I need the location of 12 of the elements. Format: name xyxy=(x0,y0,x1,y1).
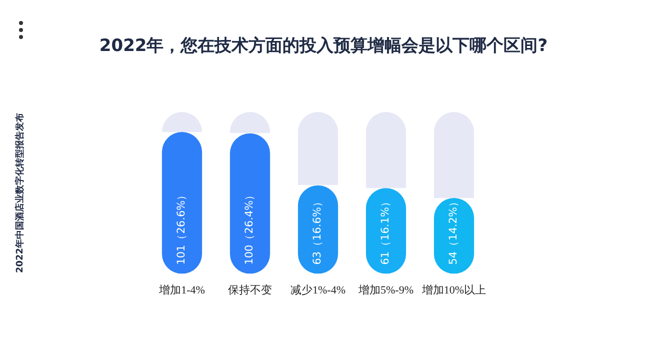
data-label: 101（26.6%） xyxy=(176,189,188,265)
chart-title: 2022年，您在技术方面的投入预算增幅会是以下哪个区间? xyxy=(98,35,549,57)
data-label: 63（16.6%） xyxy=(312,196,324,265)
x-tick-label: 保持不变 xyxy=(228,283,272,296)
x-tick-label: 减少1%-4% xyxy=(290,283,346,296)
text: 2022年中国酒店业数字化转型报告发布 xyxy=(14,112,26,274)
data-label: 61（16.1%） xyxy=(380,196,392,265)
x-tick-label: 增加5%-9% xyxy=(358,283,414,296)
x-tick-label: 增加1-4% xyxy=(158,283,205,296)
data-label: 54（14.2%） xyxy=(448,196,460,265)
x-tick-label: 增加10%以上 xyxy=(420,283,486,296)
data-label: 100（26.4%） xyxy=(244,189,256,265)
